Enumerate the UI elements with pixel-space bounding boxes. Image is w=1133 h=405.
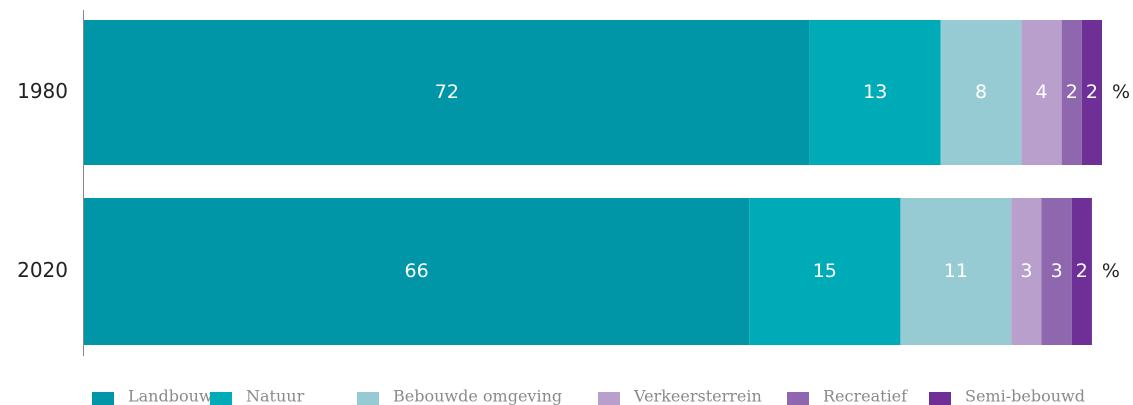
value-label: 4: [1035, 81, 1047, 103]
category-label: 2020: [17, 258, 68, 282]
bar-segment: [1011, 198, 1042, 345]
bar-segment: [900, 198, 1012, 345]
legend-swatch: [92, 392, 114, 405]
value-label: 13: [863, 81, 887, 103]
bar-segment: [809, 20, 941, 165]
legend-label: Bebouwde omgeving: [393, 387, 562, 405]
bar-segment: [940, 20, 1022, 165]
bar-segment: [1041, 198, 1072, 345]
legend-swatch: [598, 392, 620, 405]
bar-segment: [1071, 198, 1092, 345]
value-label: 15: [813, 260, 837, 282]
value-label: 3: [1020, 260, 1032, 282]
legend-swatch: [210, 392, 232, 405]
category-label: 1980: [17, 79, 68, 103]
value-label: 2: [1086, 81, 1098, 103]
unit-label: %: [1102, 260, 1120, 282]
legend-label: Semi-bebouwd: [965, 387, 1085, 405]
value-label: 8: [975, 81, 987, 103]
legend-label: Recreatief: [823, 387, 908, 405]
legend-swatch: [929, 392, 951, 405]
legend-swatch: [787, 392, 809, 405]
legend-label: Verkeersterrein: [633, 387, 762, 405]
bar-segment: [84, 198, 750, 345]
legend-label: Landbouw: [128, 387, 213, 405]
value-label: 3: [1051, 260, 1063, 282]
legend-swatch: [357, 392, 379, 405]
bar-segment: [1021, 20, 1062, 165]
unit-label: %: [1112, 81, 1130, 103]
bar-segment: [1081, 20, 1102, 165]
bar-segment: [749, 198, 901, 345]
legend-label: Natuur: [246, 387, 305, 405]
value-label: 11: [944, 260, 968, 282]
value-label: 66: [405, 260, 429, 282]
value-label: 72: [435, 81, 459, 103]
bar-segment: [84, 20, 810, 165]
value-label: 2: [1076, 260, 1088, 282]
bar-segment: [1061, 20, 1082, 165]
value-label: 2: [1066, 81, 1078, 103]
